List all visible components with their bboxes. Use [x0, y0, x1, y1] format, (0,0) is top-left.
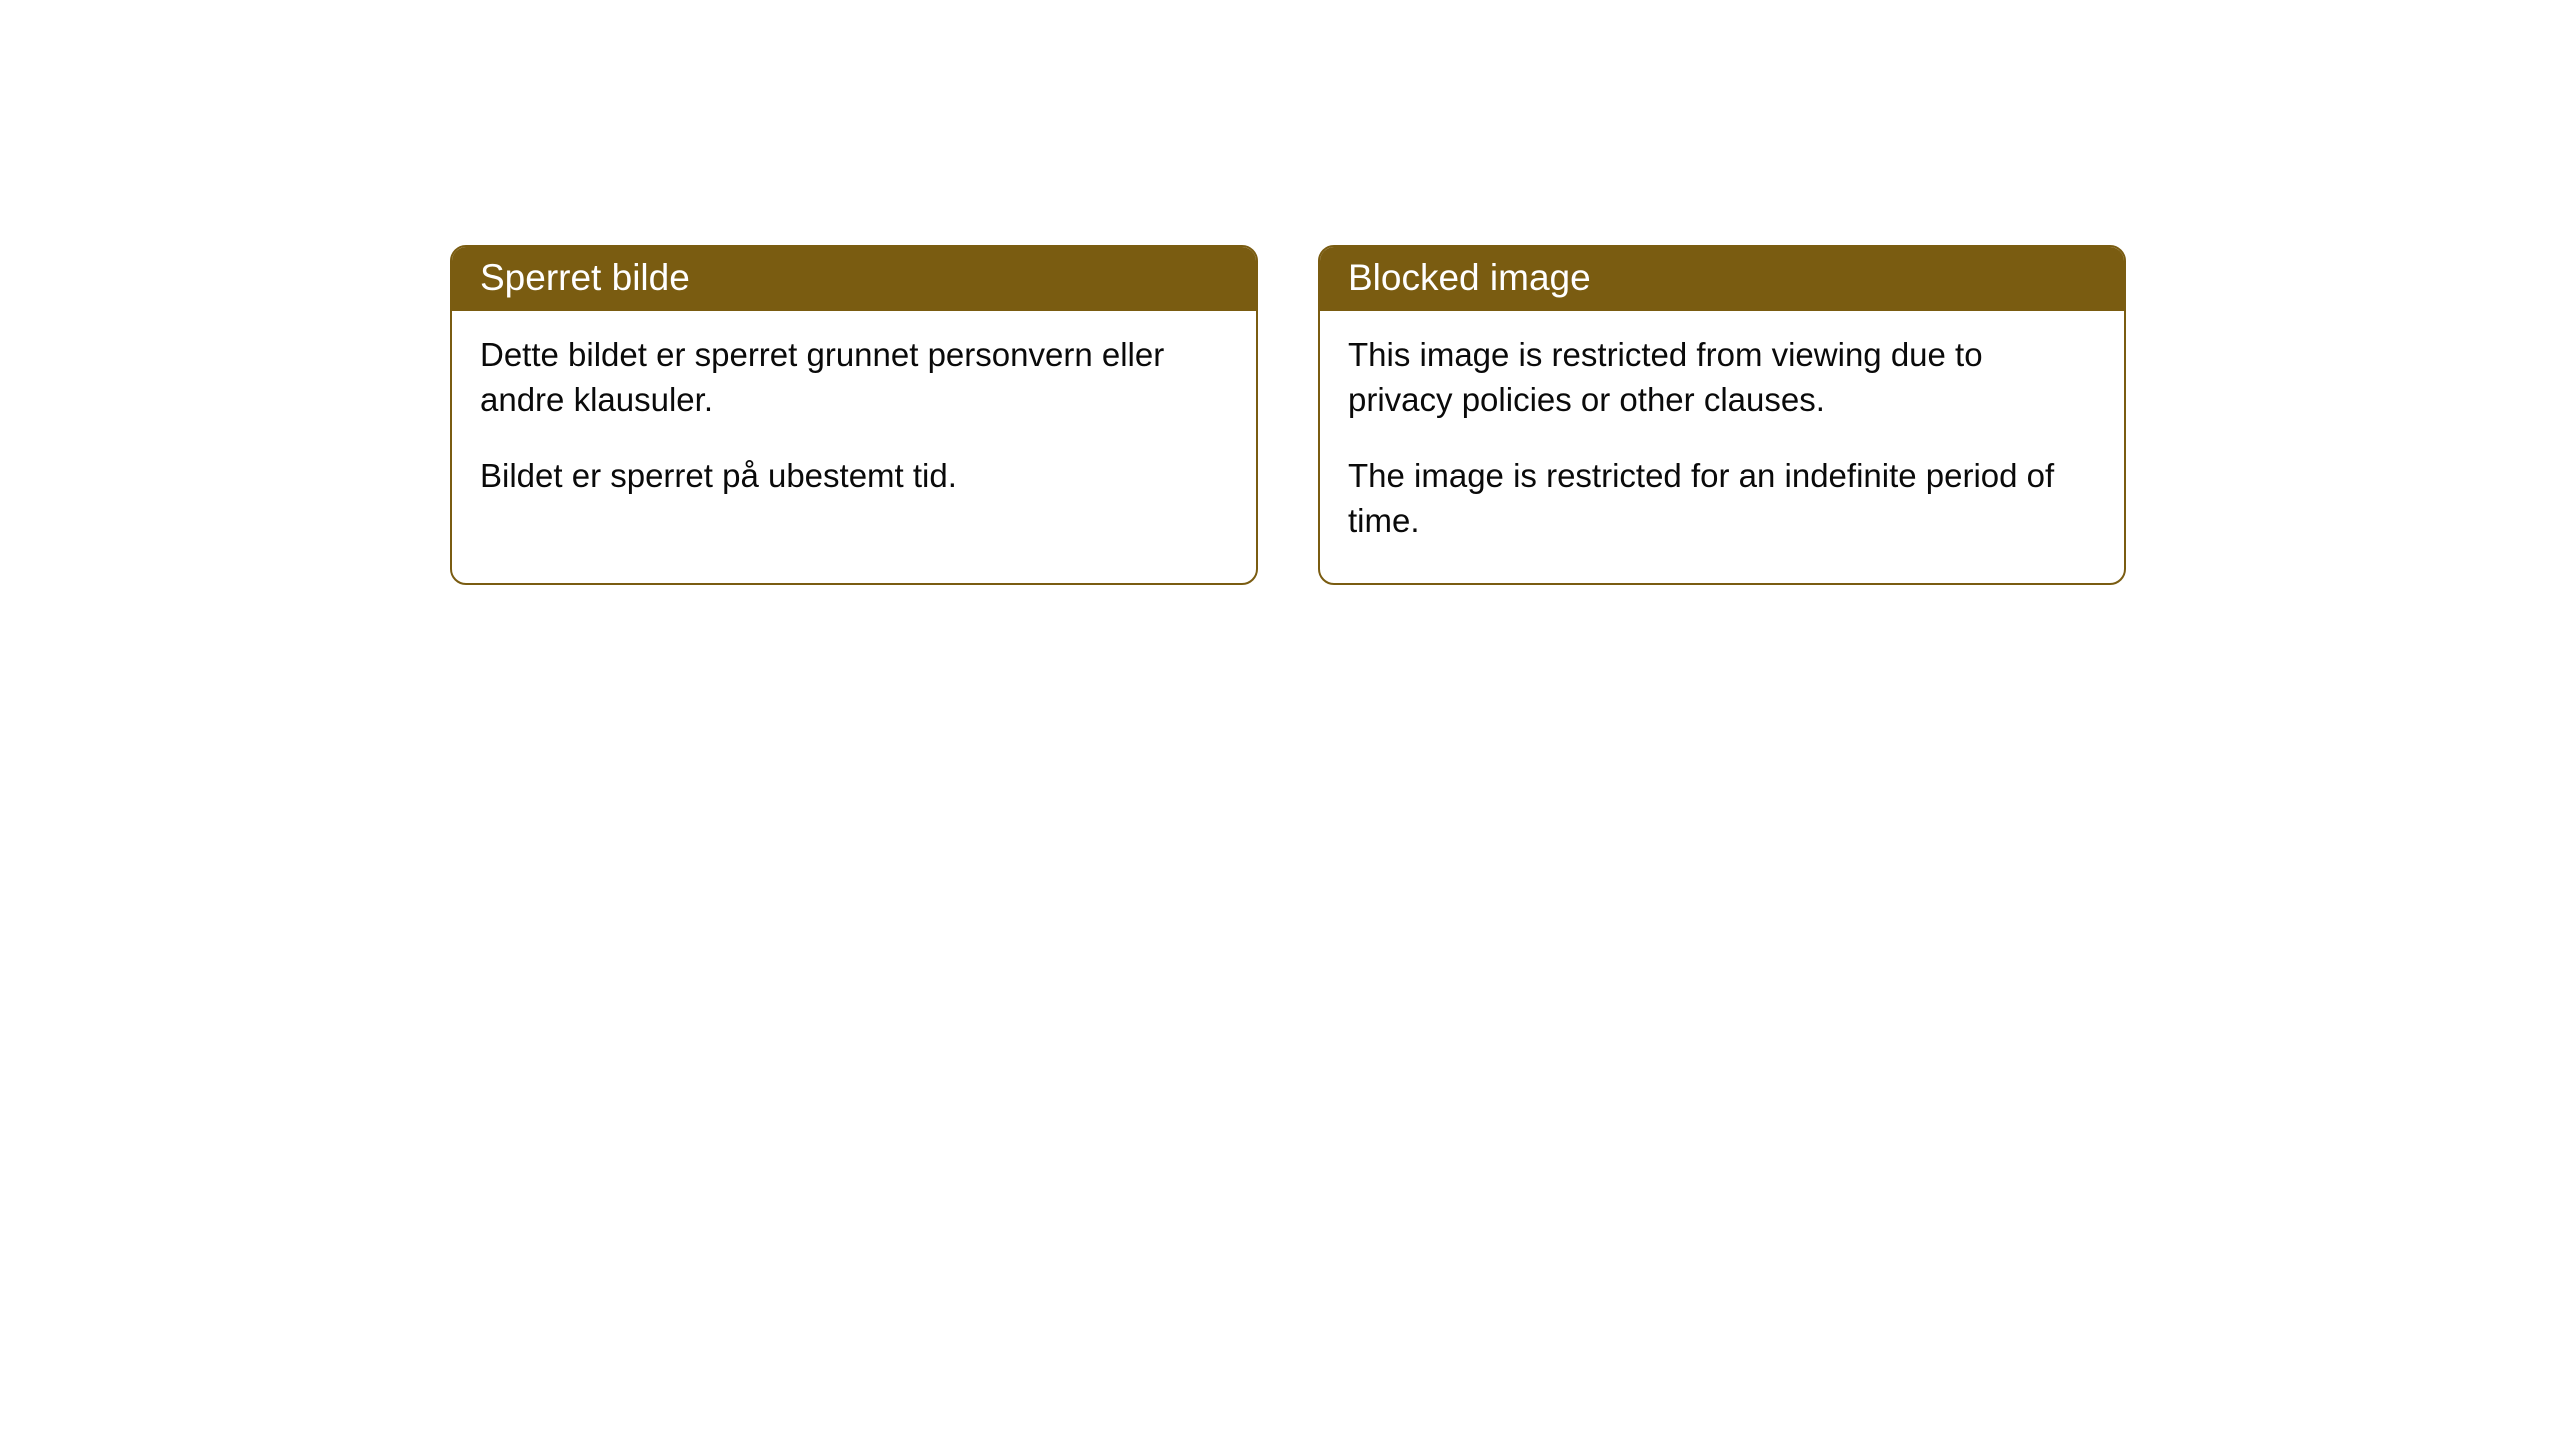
card-body: This image is restricted from viewing du… — [1320, 311, 2124, 583]
card-header: Blocked image — [1320, 247, 2124, 311]
card-body: Dette bildet er sperret grunnet personve… — [452, 311, 1256, 539]
card-paragraph: This image is restricted from viewing du… — [1348, 333, 2096, 422]
card-paragraph: Dette bildet er sperret grunnet personve… — [480, 333, 1228, 422]
card-paragraph: Bildet er sperret på ubestemt tid. — [480, 454, 1228, 499]
card-title: Blocked image — [1348, 257, 1591, 298]
card-header: Sperret bilde — [452, 247, 1256, 311]
blocked-image-card-english: Blocked image This image is restricted f… — [1318, 245, 2126, 585]
card-title: Sperret bilde — [480, 257, 690, 298]
card-paragraph: The image is restricted for an indefinit… — [1348, 454, 2096, 543]
notice-cards-container: Sperret bilde Dette bildet er sperret gr… — [450, 245, 2126, 585]
blocked-image-card-norwegian: Sperret bilde Dette bildet er sperret gr… — [450, 245, 1258, 585]
